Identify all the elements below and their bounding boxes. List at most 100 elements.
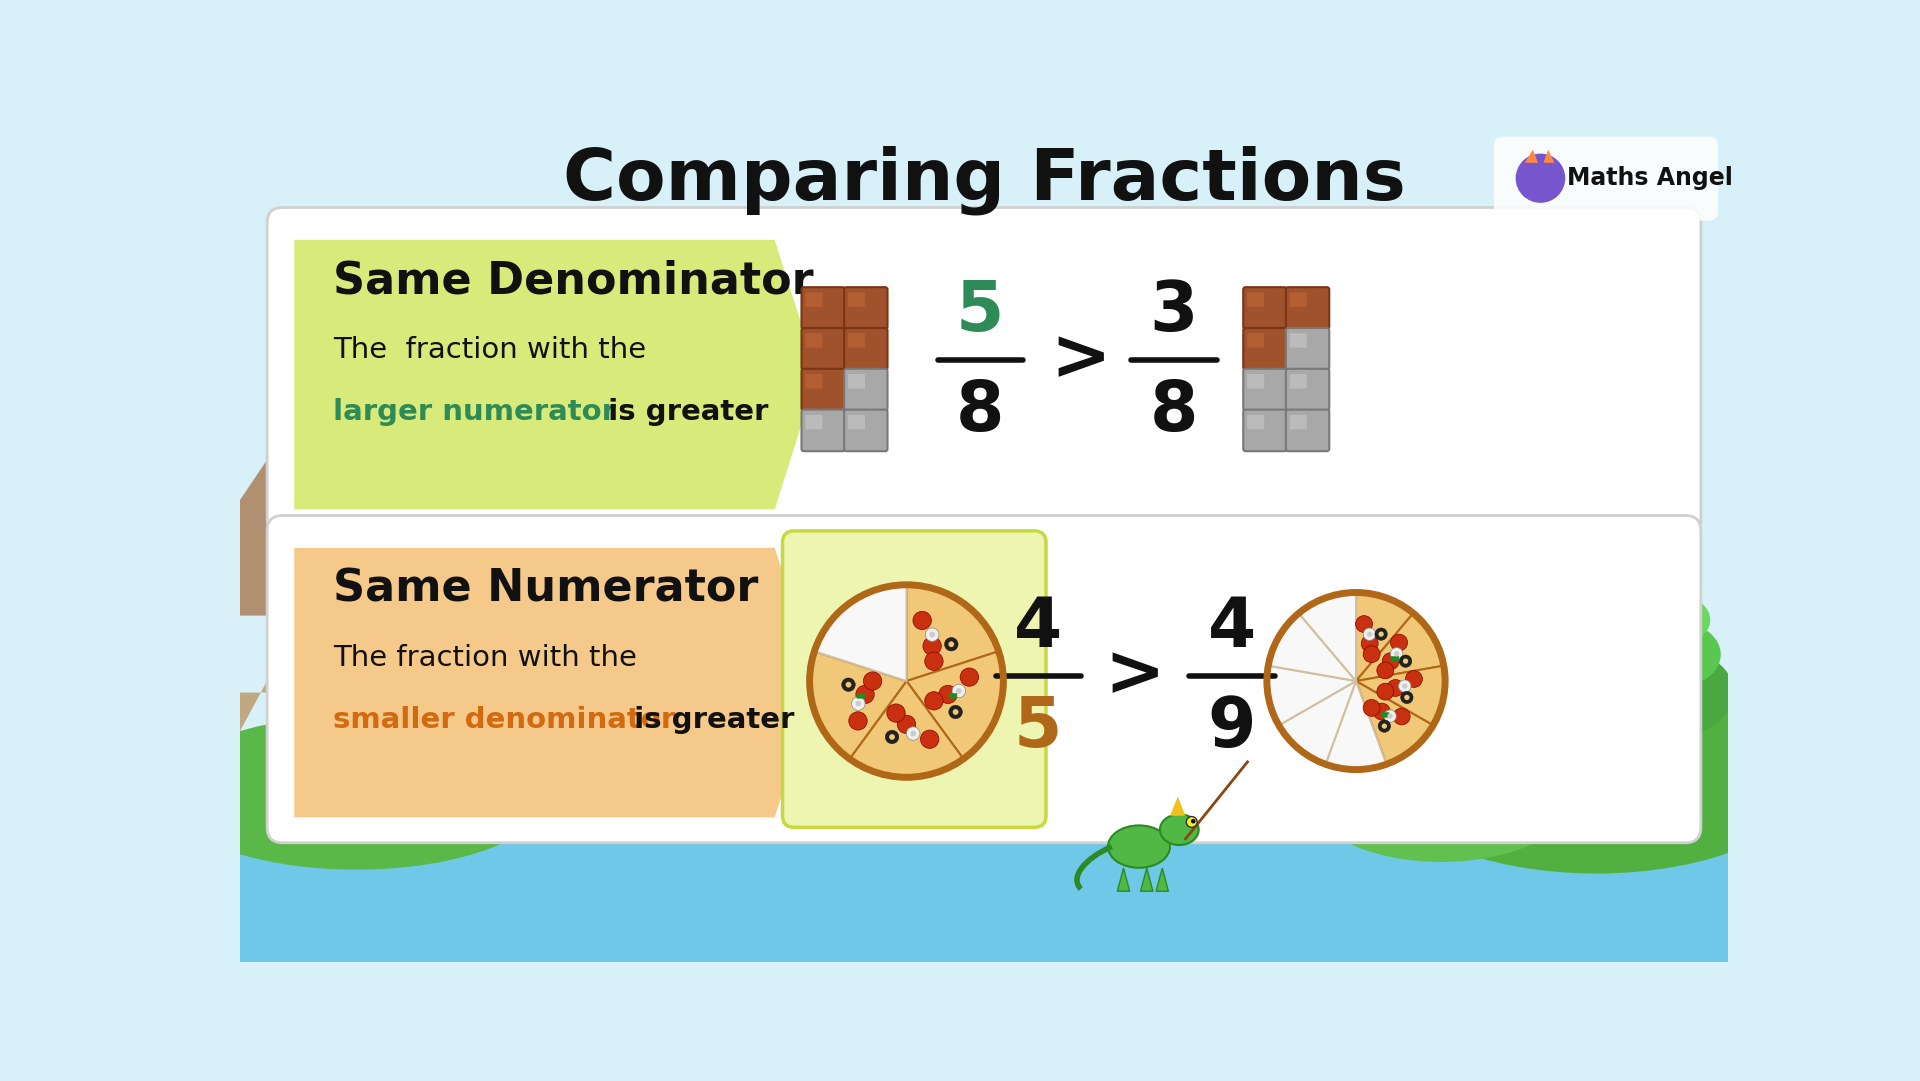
Circle shape — [912, 611, 931, 629]
Wedge shape — [1356, 666, 1446, 725]
Circle shape — [1356, 616, 1373, 632]
Ellipse shape — [1382, 681, 1809, 873]
FancyBboxPatch shape — [1290, 293, 1308, 307]
Circle shape — [1384, 710, 1396, 722]
Text: smaller denominator: smaller denominator — [332, 706, 676, 734]
Text: The  fraction with the: The fraction with the — [332, 336, 647, 364]
Circle shape — [1379, 631, 1384, 637]
FancyBboxPatch shape — [801, 288, 845, 329]
FancyBboxPatch shape — [804, 293, 822, 307]
Circle shape — [889, 734, 895, 739]
Wedge shape — [1279, 681, 1356, 764]
Polygon shape — [294, 240, 818, 509]
Text: larger numerator: larger numerator — [332, 398, 616, 426]
Circle shape — [925, 628, 939, 641]
Text: Comparing Fractions: Comparing Fractions — [563, 146, 1405, 215]
Circle shape — [906, 726, 920, 740]
Wedge shape — [906, 585, 998, 681]
Circle shape — [956, 689, 962, 694]
FancyBboxPatch shape — [849, 293, 866, 307]
FancyBboxPatch shape — [845, 288, 887, 329]
Circle shape — [1398, 680, 1411, 692]
Circle shape — [1382, 653, 1400, 669]
FancyBboxPatch shape — [849, 374, 866, 388]
Circle shape — [849, 711, 868, 730]
Circle shape — [1382, 723, 1386, 729]
Circle shape — [1377, 683, 1394, 700]
Polygon shape — [290, 708, 422, 800]
Ellipse shape — [1417, 608, 1513, 684]
Circle shape — [910, 731, 916, 736]
FancyBboxPatch shape — [845, 410, 887, 451]
Polygon shape — [1544, 150, 1555, 163]
Ellipse shape — [1400, 642, 1528, 744]
FancyBboxPatch shape — [1380, 712, 1390, 718]
Circle shape — [851, 697, 866, 710]
Circle shape — [885, 731, 899, 744]
Text: is greater: is greater — [597, 398, 768, 426]
Circle shape — [1404, 658, 1407, 664]
Ellipse shape — [1642, 624, 1720, 685]
FancyBboxPatch shape — [1244, 328, 1286, 370]
Circle shape — [845, 682, 851, 688]
FancyBboxPatch shape — [804, 374, 822, 388]
Circle shape — [856, 685, 874, 704]
FancyBboxPatch shape — [1390, 656, 1400, 662]
Circle shape — [925, 692, 943, 710]
Text: The fraction with the: The fraction with the — [332, 644, 637, 672]
Circle shape — [1394, 708, 1409, 725]
Circle shape — [960, 668, 979, 686]
FancyBboxPatch shape — [1244, 369, 1286, 411]
Circle shape — [1363, 628, 1377, 640]
Polygon shape — [240, 516, 488, 731]
Circle shape — [925, 652, 943, 670]
FancyBboxPatch shape — [1286, 410, 1329, 451]
Circle shape — [952, 684, 966, 697]
Ellipse shape — [1108, 826, 1169, 868]
Circle shape — [1390, 648, 1404, 660]
Text: 3: 3 — [1150, 278, 1198, 345]
Wedge shape — [1298, 592, 1356, 681]
Ellipse shape — [1517, 577, 1630, 667]
Circle shape — [1515, 154, 1565, 203]
Polygon shape — [340, 765, 372, 800]
Circle shape — [1379, 720, 1390, 732]
Circle shape — [1363, 699, 1380, 717]
Polygon shape — [1169, 797, 1185, 816]
Circle shape — [841, 678, 854, 692]
Circle shape — [924, 637, 941, 655]
Text: 8: 8 — [956, 378, 1004, 445]
Circle shape — [1400, 655, 1411, 667]
Wedge shape — [1325, 681, 1386, 770]
Circle shape — [929, 631, 935, 638]
Circle shape — [1388, 713, 1392, 719]
FancyBboxPatch shape — [1244, 410, 1286, 451]
Circle shape — [1402, 683, 1407, 689]
Circle shape — [1367, 631, 1373, 637]
Polygon shape — [1674, 693, 1688, 770]
Circle shape — [1361, 636, 1379, 652]
FancyBboxPatch shape — [845, 328, 887, 370]
Circle shape — [1404, 695, 1409, 700]
Wedge shape — [810, 651, 906, 759]
Circle shape — [920, 730, 939, 748]
FancyBboxPatch shape — [1248, 293, 1263, 307]
Text: Same Denominator: Same Denominator — [332, 259, 814, 303]
Circle shape — [1394, 651, 1400, 656]
FancyBboxPatch shape — [267, 208, 1701, 535]
Text: Maths Angel: Maths Angel — [1567, 166, 1732, 190]
Text: 9: 9 — [1208, 694, 1256, 761]
FancyBboxPatch shape — [804, 415, 822, 429]
Polygon shape — [240, 770, 1728, 824]
Polygon shape — [1156, 868, 1169, 891]
Ellipse shape — [1428, 576, 1500, 631]
Text: 4: 4 — [1014, 593, 1062, 660]
Circle shape — [1373, 703, 1390, 720]
Polygon shape — [1524, 150, 1538, 163]
Circle shape — [948, 705, 962, 719]
Circle shape — [1187, 816, 1198, 827]
Circle shape — [1386, 680, 1404, 696]
FancyBboxPatch shape — [1286, 288, 1329, 329]
Circle shape — [856, 700, 862, 707]
Wedge shape — [1356, 681, 1432, 764]
